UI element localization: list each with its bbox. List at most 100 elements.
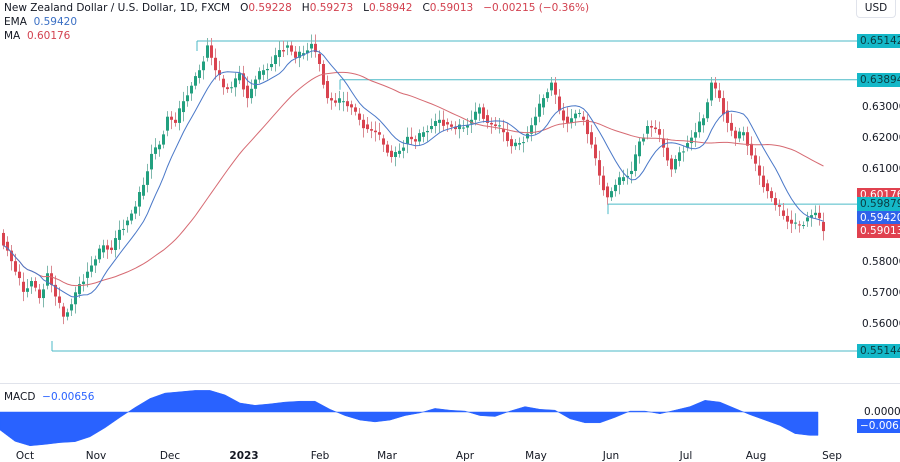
candle-up bbox=[30, 281, 33, 287]
candle-up bbox=[690, 137, 693, 144]
candle-down bbox=[354, 107, 357, 112]
candle-down bbox=[350, 104, 353, 108]
candle-up bbox=[738, 131, 741, 139]
candle-down bbox=[210, 45, 213, 58]
candle-up bbox=[674, 159, 677, 170]
candle-up bbox=[474, 111, 477, 120]
candle-down bbox=[370, 129, 373, 131]
candle-up bbox=[338, 98, 341, 103]
candle-down bbox=[486, 115, 489, 123]
resistance-high-price-tag: 0.65142 bbox=[857, 34, 900, 48]
candle-up bbox=[698, 121, 701, 133]
candle-down bbox=[290, 45, 293, 52]
candle-up bbox=[614, 184, 617, 192]
symbol-title: New Zealand Dollar / U.S. Dollar, 1D, FX… bbox=[4, 2, 231, 14]
candle-down bbox=[774, 198, 777, 206]
candle-up bbox=[278, 50, 281, 58]
ma-value: 0.60176 bbox=[26, 30, 71, 42]
candle-up bbox=[162, 134, 165, 145]
candle-up bbox=[534, 116, 537, 126]
ema-legend[interactable]: EMA 0.59420 bbox=[4, 16, 77, 28]
candle-down bbox=[582, 116, 585, 120]
candle-up bbox=[94, 259, 97, 266]
candle-up bbox=[166, 116, 169, 131]
macd-legend[interactable]: MACD −0.00656 bbox=[4, 391, 95, 403]
candle-down bbox=[242, 73, 245, 90]
candle-down bbox=[346, 101, 349, 107]
candle-up bbox=[306, 50, 309, 54]
candle-up bbox=[530, 125, 533, 134]
candle-down bbox=[494, 124, 497, 127]
candle-up bbox=[46, 273, 49, 286]
candle-up bbox=[86, 271, 89, 278]
candle-down bbox=[366, 124, 369, 130]
candle-up bbox=[266, 68, 269, 71]
candle-down bbox=[282, 50, 285, 52]
time-label-aug: Aug bbox=[745, 450, 767, 462]
time-label-apr: Apr bbox=[455, 450, 475, 462]
candle-up bbox=[434, 121, 437, 127]
candle-up bbox=[422, 132, 425, 137]
candle-down bbox=[226, 87, 229, 90]
candle-up bbox=[118, 229, 121, 240]
candle-up bbox=[262, 70, 265, 75]
candle-up bbox=[82, 281, 85, 285]
candle-down bbox=[442, 119, 445, 126]
candle-up bbox=[706, 102, 709, 119]
candle-down bbox=[654, 127, 657, 130]
candle-down bbox=[510, 139, 513, 147]
ema-value: 0.59420 bbox=[33, 16, 77, 28]
candle-up bbox=[126, 220, 129, 226]
candle-up bbox=[250, 88, 253, 99]
candle-up bbox=[610, 191, 613, 198]
support-mid-price-tag: 0.59879 bbox=[857, 197, 900, 212]
candle-up bbox=[542, 98, 545, 108]
candle-up bbox=[426, 130, 429, 133]
candle-up bbox=[394, 152, 397, 158]
candle-down bbox=[822, 221, 825, 232]
candle-up bbox=[642, 137, 645, 142]
candle-down bbox=[818, 212, 821, 219]
candle-up bbox=[186, 95, 189, 102]
resistance-mid-price-tag: 0.63894 bbox=[857, 72, 900, 87]
candle-up bbox=[630, 170, 633, 175]
candle-up bbox=[522, 142, 525, 144]
macd-value: −0.00656 bbox=[42, 391, 95, 403]
candle-down bbox=[730, 122, 733, 131]
candle-up bbox=[458, 124, 461, 130]
candle-up bbox=[26, 288, 29, 292]
candle-down bbox=[218, 70, 221, 76]
candle-up bbox=[298, 51, 301, 58]
candle-up bbox=[122, 228, 125, 230]
candle-down bbox=[750, 143, 753, 156]
candle-down bbox=[586, 119, 589, 135]
low-value: 0.58942 bbox=[369, 2, 413, 14]
candle-down bbox=[50, 273, 53, 285]
candle-down bbox=[726, 110, 729, 123]
ma-legend[interactable]: MA 0.60176 bbox=[4, 30, 71, 42]
candle-down bbox=[506, 132, 509, 142]
currency-button[interactable]: USD bbox=[856, 0, 896, 18]
candle-down bbox=[334, 100, 337, 103]
candle-up bbox=[274, 55, 277, 65]
candle-up bbox=[518, 143, 521, 145]
candle-down bbox=[214, 57, 217, 71]
candle-down bbox=[606, 186, 609, 198]
candle-down bbox=[662, 138, 665, 148]
candle-up bbox=[646, 126, 649, 134]
time-label-dec: Dec bbox=[159, 450, 181, 462]
candle-down bbox=[482, 107, 485, 119]
open-value: 0.59228 bbox=[248, 2, 292, 14]
candle-down bbox=[326, 81, 329, 99]
candle-down bbox=[502, 129, 505, 133]
candle-up bbox=[398, 150, 401, 154]
time-label-sep: Sep bbox=[822, 450, 842, 462]
candle-up bbox=[478, 107, 481, 114]
candle-up bbox=[146, 171, 149, 185]
candle-up bbox=[802, 225, 805, 227]
candle-up bbox=[438, 119, 441, 123]
